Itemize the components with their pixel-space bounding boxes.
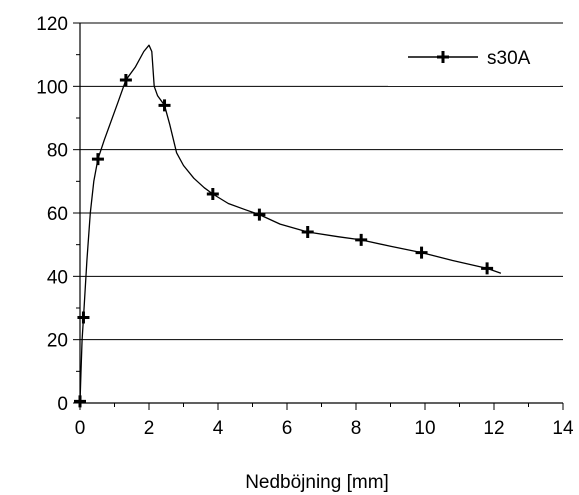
data-point-marker-7: [301, 226, 314, 238]
x-tick-label-10: 10: [414, 418, 435, 439]
plot-area: [74, 44, 502, 408]
x-tick-label-2: 2: [144, 418, 155, 439]
x-tick-label-12: 12: [483, 418, 504, 439]
y-tick-label-0: 0: [57, 394, 68, 415]
data-point-marker-9: [415, 246, 428, 259]
y-tick-label-60: 60: [47, 204, 68, 225]
data-point-marker-2: [91, 153, 104, 166]
x-tick-label-8: 8: [351, 418, 362, 439]
y-tick-label-40: 40: [47, 267, 68, 288]
x-tick-label-0: 0: [75, 418, 86, 439]
legend-mask: [388, 30, 560, 86]
y-tick-label-80: 80: [47, 141, 68, 162]
x-tick-label-4: 4: [213, 418, 224, 439]
data-point-marker-8: [355, 233, 368, 246]
data-point-marker-5: [206, 188, 219, 200]
data-point-marker-1: [77, 311, 90, 324]
y-tick-label-100: 100: [36, 77, 68, 98]
legend-marker: [437, 51, 449, 63]
legend: s30A: [388, 30, 560, 86]
x-axis-title: Nedböjning [mm]: [245, 472, 389, 493]
data-point-marker-10: [481, 262, 494, 275]
y-tick-label-20: 20: [47, 331, 68, 352]
y-tick-label-120: 120: [36, 14, 68, 35]
data-point-marker-6: [253, 208, 266, 221]
ticks: 0 20 40 60 80 100 120 0 2 4 6 8 10 12 14: [36, 14, 574, 439]
x-tick-label-6: 6: [282, 418, 293, 439]
legend-label: s30A: [487, 48, 531, 69]
data-point-marker-3: [119, 74, 132, 86]
x-tick-label-14: 14: [552, 418, 574, 439]
data-point-marker-4: [158, 99, 171, 112]
gridlines: [80, 22, 563, 341]
series-line-0: [79, 44, 502, 404]
data-point-marker-0: [74, 395, 86, 408]
